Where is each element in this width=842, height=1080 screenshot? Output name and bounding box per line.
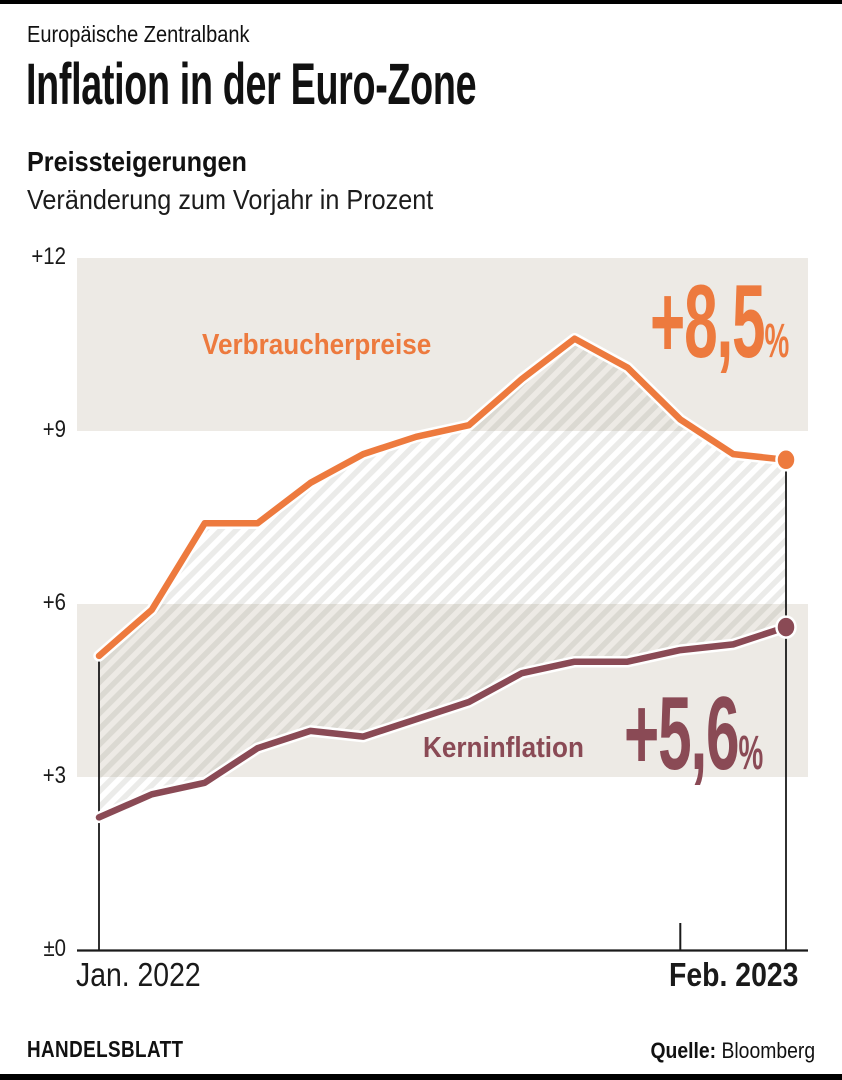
- x-axis-start-label: Jan. 2022: [76, 958, 221, 991]
- page-title: Inflation in der Euro-Zone: [26, 56, 719, 114]
- series-label-kerninflation-text: Kerninflation: [423, 732, 584, 764]
- percent-sign: %: [764, 315, 790, 368]
- value-callout-verbraucherpreise: +8,5%: [650, 270, 842, 374]
- percent-sign: %: [738, 727, 764, 780]
- consumer-line-casing: [93, 332, 792, 662]
- x-axis-end-label: Feb. 2023: [648, 958, 798, 991]
- kicker: Europäische Zentralbank: [27, 23, 283, 46]
- chart-subtitle-text: Veränderung zum Vorjahr in Prozent: [27, 184, 434, 215]
- page-title-text: Inflation in der Euro-Zone: [26, 52, 477, 117]
- publisher-logo-text: HANDELSBLATT: [27, 1036, 184, 1062]
- consumer-line: [95, 335, 790, 660]
- kicker-text: Europäische Zentralbank: [27, 21, 250, 47]
- chart-subtitle: Veränderung zum Vorjahr in Prozent: [27, 186, 478, 214]
- top-rule: [0, 0, 842, 4]
- bottom-rule: [0, 1074, 842, 1080]
- consumer-end-dot: [775, 448, 797, 472]
- y-tick-label: +12: [31, 243, 66, 270]
- chart-title-text: Preissteigerungen: [27, 146, 247, 177]
- value-callout-kerninflation: +5,6%: [624, 682, 842, 786]
- series-label-kerninflation: Kerninflation: [423, 734, 602, 763]
- core-end-dot: [775, 615, 797, 639]
- y-tick-label: ±0: [43, 935, 66, 962]
- source-credit: Quelle: Bloomberg: [628, 1040, 815, 1062]
- publisher-logo: HANDELSBLATT: [27, 1038, 218, 1061]
- x-axis-start-text: Jan. 2022: [76, 956, 201, 993]
- y-tick-label: +9: [42, 416, 66, 443]
- y-tick-label: +3: [42, 762, 66, 789]
- value-number: +5,6: [624, 676, 740, 792]
- y-tick-label: +6: [42, 589, 66, 616]
- source-label: Quelle:: [650, 1038, 716, 1063]
- series-label-verbraucherpreise-text: Verbraucherpreise: [202, 329, 432, 361]
- source-name: Bloomberg: [721, 1038, 815, 1063]
- series-label-verbraucherpreise: Verbraucherpreise: [202, 331, 457, 360]
- value-number: +8,5: [650, 264, 766, 380]
- x-axis-end-text: Feb. 2023: [668, 956, 798, 993]
- chart-title: Preissteigerungen: [27, 148, 271, 176]
